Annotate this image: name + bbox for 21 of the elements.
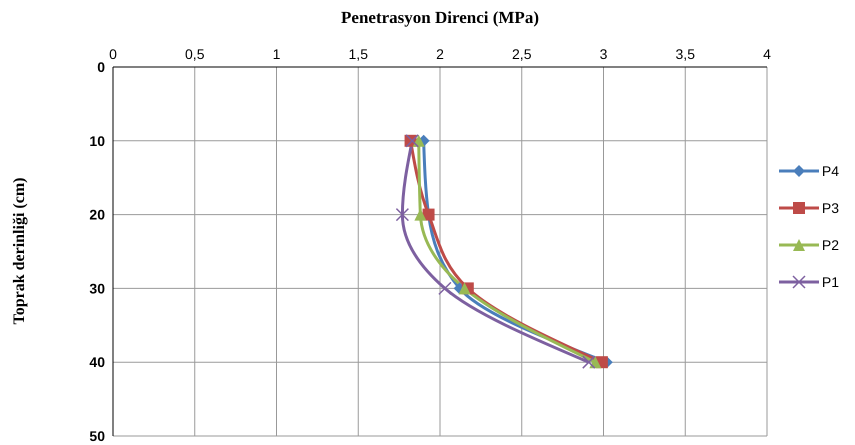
y-tick-label: 30 [89, 280, 106, 296]
legend-label: P3 [822, 200, 839, 216]
x-tick-label: 0,5 [185, 46, 205, 62]
y-tick-label: 40 [89, 354, 106, 370]
x-tick-label: 3,5 [676, 46, 696, 62]
x-tick-label: 4 [763, 46, 772, 62]
y-tick-label: 50 [89, 428, 106, 444]
legend-label: P2 [822, 237, 839, 253]
x-tick-label: 2,5 [512, 46, 532, 62]
y-tick-label: 20 [89, 206, 106, 223]
x-tick-label: 0 [109, 46, 118, 62]
x-axis-title: Penetrasyon Direnci (MPa) [340, 8, 540, 28]
x-tick-label: 2 [436, 46, 444, 62]
x-tick-label: 1 [272, 46, 281, 62]
legend-label: P1 [822, 274, 839, 290]
y-axis-title: Toprak derinliği (cm) [11, 178, 29, 324]
y-tick-label: 10 [89, 132, 106, 149]
x-tick-label: 1,5 [348, 46, 368, 62]
legend-label: P4 [822, 163, 839, 179]
x-tick-label: 3 [600, 46, 608, 62]
y-tick-label: 0 [97, 58, 106, 75]
